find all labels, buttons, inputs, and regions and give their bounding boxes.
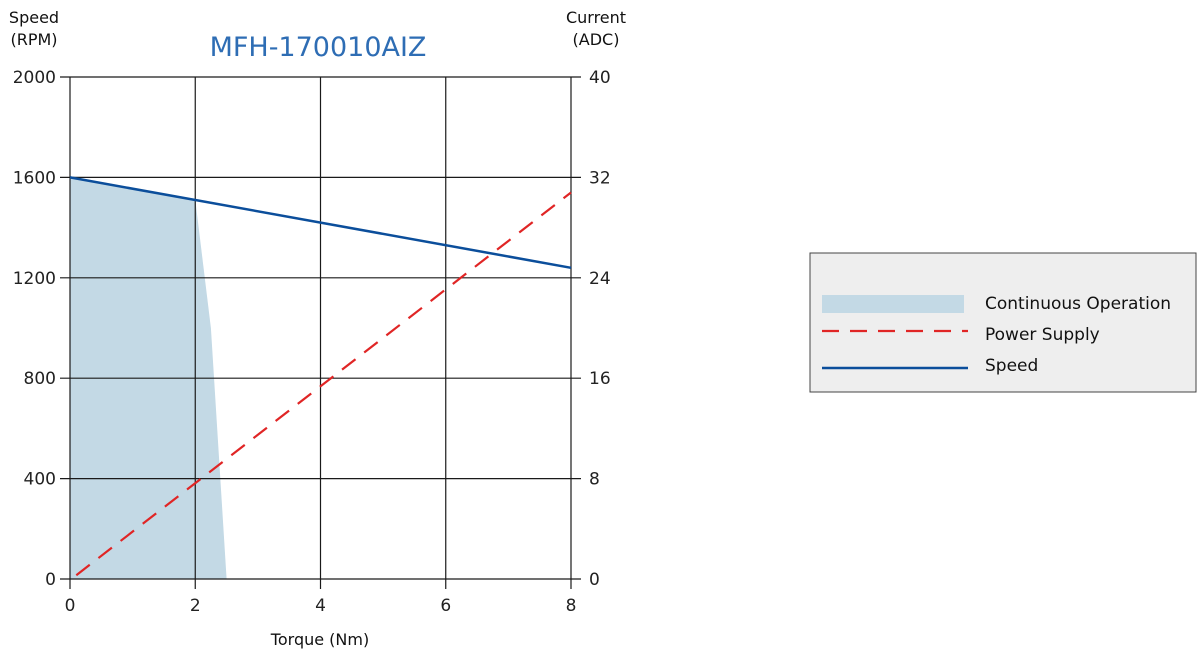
y-right-tick-label: 40 xyxy=(589,68,611,88)
power-supply-line xyxy=(75,191,572,577)
y-left-tick-label: 0 xyxy=(45,570,56,590)
grid-layer xyxy=(60,76,581,589)
y-right-tick-label: 16 xyxy=(589,369,611,389)
right-axis-title-line1: Current xyxy=(566,8,626,27)
legend-swatch-continuous-operation xyxy=(822,295,964,313)
legend-label-continuous-operation: Continuous Operation xyxy=(985,294,1171,314)
left-axis-title-line2: (RPM) xyxy=(10,30,57,49)
y-left-tick-label: 1600 xyxy=(13,168,56,188)
legend: Continuous Operation Power Supply Speed xyxy=(809,252,1197,393)
left-axis-title-line1: Speed xyxy=(9,8,59,27)
right-axis-title-line2: (ADC) xyxy=(573,30,620,49)
y-left-tick-label: 400 xyxy=(24,470,56,490)
y-left-tick-label: 1200 xyxy=(13,269,56,289)
legend-label-speed: Speed xyxy=(985,356,1038,376)
x-tick-label: 4 xyxy=(315,596,326,616)
y-right-tick-label: 0 xyxy=(589,570,600,590)
chart-title: MFH-170010AIZ xyxy=(210,32,427,63)
y-right-tick-label: 24 xyxy=(589,269,611,289)
x-tick-label: 8 xyxy=(566,596,577,616)
legend-label-power-supply: Power Supply xyxy=(985,325,1100,345)
y-right-tick-label: 8 xyxy=(589,470,600,490)
x-tick-label: 2 xyxy=(190,596,201,616)
x-tick-label: 6 xyxy=(440,596,451,616)
y-right-tick-label: 32 xyxy=(589,168,611,188)
x-axis-title: Torque (Nm) xyxy=(270,630,369,649)
x-tick-label: 0 xyxy=(65,596,76,616)
y-left-tick-label: 2000 xyxy=(13,68,56,88)
y-left-tick-label: 800 xyxy=(24,369,56,389)
series-line-layer xyxy=(69,176,572,577)
speed-line xyxy=(69,176,572,270)
